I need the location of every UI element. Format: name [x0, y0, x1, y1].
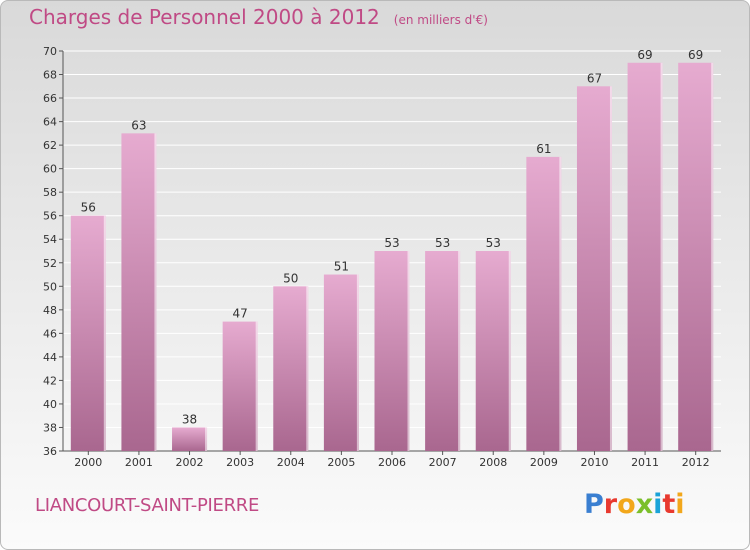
y-tick-label: 42: [43, 374, 57, 387]
bar: [323, 274, 359, 451]
logo-letter: i: [653, 489, 663, 520]
bar: [374, 251, 410, 451]
logo-letter: P: [584, 489, 604, 520]
bar: [70, 215, 106, 451]
y-tick-label: 36: [43, 445, 57, 458]
bar-value-label: 38: [182, 412, 197, 426]
y-tick-label: 66: [43, 92, 57, 105]
label-layer: 56 63 38 47 50 51 53 53 53 61 67 69 69: [81, 48, 704, 427]
y-tick-label: 64: [43, 116, 57, 129]
bar-value-label: 56: [81, 201, 96, 215]
y-tick-label: 46: [43, 327, 57, 340]
x-tick-label: 2001: [125, 456, 153, 469]
bar-highlight: [711, 62, 714, 451]
bar-highlight: [407, 251, 410, 451]
bar-layer: [70, 62, 714, 451]
y-tick-label: 70: [43, 45, 57, 58]
bar-highlight: [255, 321, 258, 451]
y-tick-label: 68: [43, 69, 57, 82]
x-tick-label: 2007: [429, 456, 457, 469]
bar: [627, 62, 663, 451]
y-tick-label: 52: [43, 257, 57, 270]
x-tick-label: 2009: [530, 456, 558, 469]
y-tick-label: 40: [43, 398, 57, 411]
bar-value-label: 61: [536, 142, 551, 156]
x-tick-label: 2011: [631, 456, 659, 469]
y-tick-label: 44: [43, 351, 57, 364]
logo-letter: t: [662, 489, 676, 520]
chart-title: Charges de Personnel 2000 à 2012 (en mill…: [29, 5, 488, 29]
bar-value-label: 53: [435, 236, 450, 250]
logo-letter: r: [603, 489, 618, 520]
bar: [475, 251, 511, 451]
y-tick-label: 54: [43, 233, 57, 246]
bar-highlight: [103, 215, 106, 451]
bar: [172, 427, 208, 451]
bar-highlight: [154, 133, 157, 451]
logo-letter: o: [617, 489, 636, 520]
bar-highlight: [458, 251, 461, 451]
x-tick-label: 2003: [226, 456, 254, 469]
x-tick-label: 2000: [74, 456, 102, 469]
y-tick-label: 38: [43, 421, 57, 434]
bar: [526, 156, 562, 451]
proxiti-logo: Proxiti: [584, 489, 685, 520]
bar: [273, 286, 309, 451]
bar-highlight: [660, 62, 663, 451]
bar-value-label: 53: [486, 236, 501, 250]
x-tick-label: 2005: [327, 456, 355, 469]
bar-value-label: 69: [637, 48, 652, 62]
y-tick-label: 48: [43, 304, 57, 317]
bar-highlight: [508, 251, 511, 451]
bar-value-label: 50: [283, 271, 298, 285]
bar-highlight: [356, 274, 359, 451]
bar: [678, 62, 714, 451]
logo-letter: i: [675, 489, 685, 520]
bar: [121, 133, 157, 451]
x-tick-label: 2010: [580, 456, 608, 469]
bar-highlight: [306, 286, 309, 451]
bar: [222, 321, 258, 451]
chart-unit-text: (en milliers d'€): [393, 13, 488, 27]
y-tick-label: 56: [43, 210, 57, 223]
bar-value-label: 67: [587, 71, 602, 85]
x-tick-label: 2012: [682, 456, 710, 469]
x-tick-label: 2002: [176, 456, 204, 469]
bar-highlight: [609, 86, 612, 451]
bar-value-label: 69: [688, 48, 703, 62]
chart-title-text: Charges de Personnel 2000 à 2012: [29, 5, 380, 29]
x-tick-label: 2006: [378, 456, 406, 469]
bar-highlight: [559, 156, 562, 451]
y-tick-label: 60: [43, 163, 57, 176]
bar-value-label: 47: [233, 307, 248, 321]
x-tick-label: 2008: [479, 456, 507, 469]
commune-name: LIANCOURT-SAINT-PIERRE: [35, 495, 260, 516]
bar-value-label: 53: [384, 236, 399, 250]
bar: [576, 86, 612, 451]
y-tick-label: 58: [43, 186, 57, 199]
bar: [425, 251, 461, 451]
bar-value-label: 63: [131, 118, 146, 132]
bar-value-label: 51: [334, 260, 349, 274]
x-tick-label: 2004: [277, 456, 305, 469]
logo-letter: x: [635, 489, 654, 520]
y-tick-label: 50: [43, 280, 57, 293]
bar-highlight: [205, 427, 208, 451]
y-tick-label: 62: [43, 139, 57, 152]
